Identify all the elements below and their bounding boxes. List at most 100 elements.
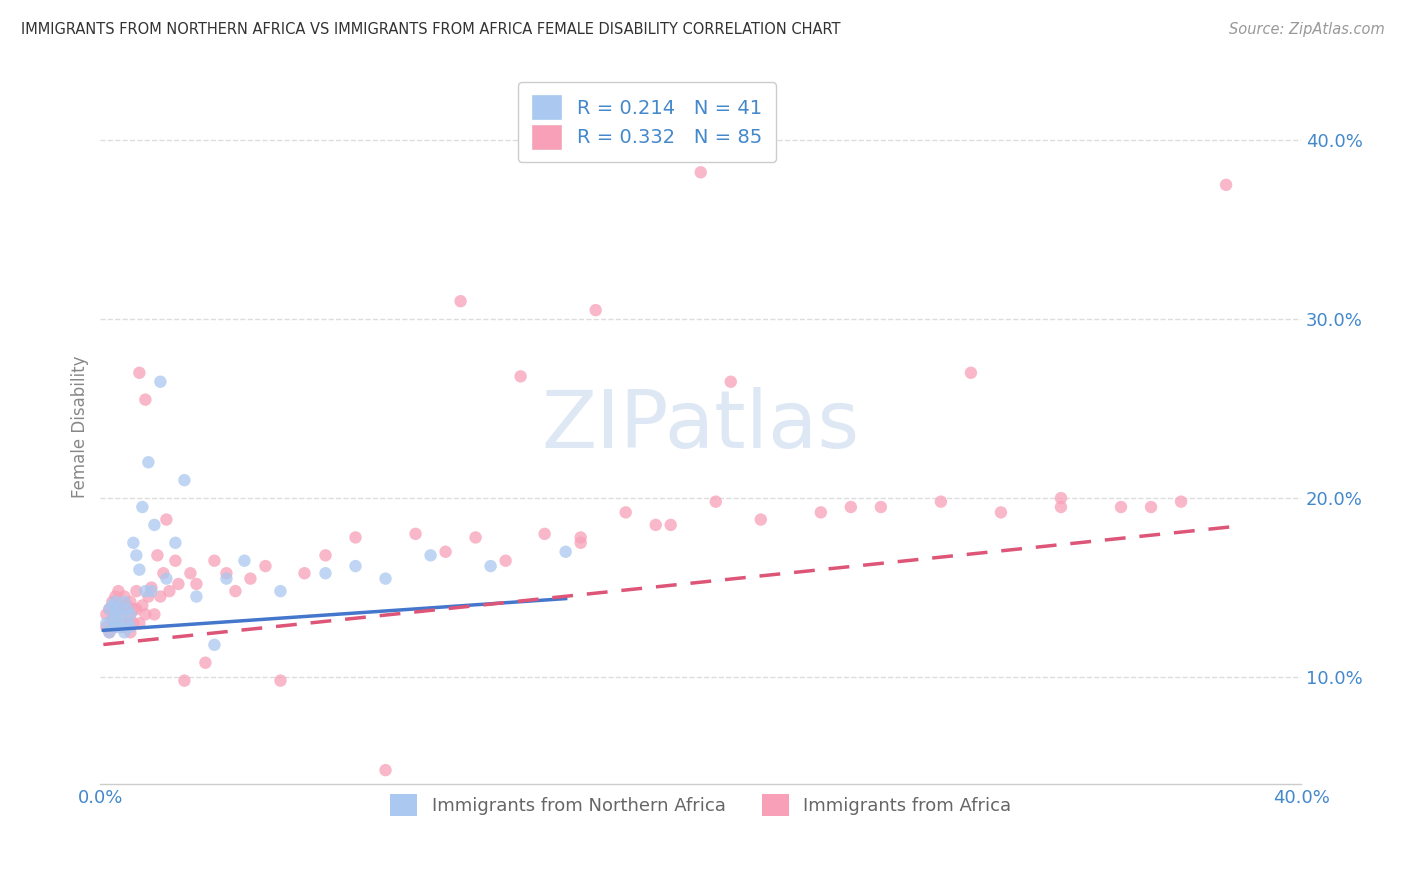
Point xyxy=(131,599,153,613)
Point xyxy=(294,566,316,581)
Point xyxy=(110,620,132,634)
Point xyxy=(173,673,195,688)
Text: ZIPatlas: ZIPatlas xyxy=(541,387,860,466)
Point xyxy=(128,563,150,577)
Point xyxy=(1109,500,1132,514)
Point xyxy=(344,531,367,545)
Point xyxy=(107,616,129,631)
Point xyxy=(450,294,472,309)
Y-axis label: Female Disability: Female Disability xyxy=(72,355,89,498)
Point xyxy=(233,554,256,568)
Point xyxy=(112,620,135,634)
Point xyxy=(98,625,121,640)
Point xyxy=(125,549,148,563)
Point xyxy=(509,369,531,384)
Point xyxy=(152,566,174,581)
Point xyxy=(179,566,201,581)
Point xyxy=(689,165,711,179)
Point xyxy=(155,572,177,586)
Point xyxy=(720,375,742,389)
Point xyxy=(101,613,124,627)
Point xyxy=(98,625,121,640)
Point xyxy=(134,607,156,622)
Point xyxy=(157,584,180,599)
Point xyxy=(186,590,208,604)
Text: Source: ZipAtlas.com: Source: ZipAtlas.com xyxy=(1229,22,1385,37)
Point xyxy=(644,517,666,532)
Point xyxy=(146,549,169,563)
Point xyxy=(929,494,952,508)
Point xyxy=(173,473,195,487)
Point xyxy=(839,500,862,514)
Point xyxy=(585,303,607,318)
Point xyxy=(419,549,441,563)
Point xyxy=(112,599,135,613)
Point xyxy=(1050,491,1073,505)
Point xyxy=(1140,500,1163,514)
Point xyxy=(614,505,637,519)
Point xyxy=(122,602,145,616)
Point xyxy=(204,554,226,568)
Point xyxy=(128,366,150,380)
Point xyxy=(107,602,129,616)
Point xyxy=(374,763,396,777)
Point xyxy=(1170,494,1192,508)
Point xyxy=(131,500,153,514)
Point xyxy=(569,536,592,550)
Point xyxy=(239,572,262,586)
Point xyxy=(269,584,291,599)
Point xyxy=(138,455,160,469)
Point xyxy=(315,566,337,581)
Point xyxy=(269,673,291,688)
Point xyxy=(96,607,118,622)
Point xyxy=(134,584,156,599)
Point xyxy=(141,584,163,599)
Point xyxy=(315,549,337,563)
Point xyxy=(112,595,135,609)
Point xyxy=(533,526,555,541)
Point xyxy=(104,602,127,616)
Point xyxy=(374,572,396,586)
Point xyxy=(141,581,163,595)
Point xyxy=(120,595,142,609)
Point xyxy=(254,559,277,574)
Point xyxy=(215,566,238,581)
Point xyxy=(344,559,367,574)
Point xyxy=(704,494,727,508)
Point xyxy=(120,607,142,622)
Point xyxy=(165,554,187,568)
Point xyxy=(120,625,142,640)
Point xyxy=(112,590,135,604)
Point xyxy=(149,590,172,604)
Point xyxy=(122,616,145,631)
Point xyxy=(143,607,166,622)
Point xyxy=(143,517,166,532)
Point xyxy=(104,607,127,622)
Point xyxy=(128,616,150,631)
Point xyxy=(569,531,592,545)
Point xyxy=(167,577,190,591)
Point xyxy=(165,536,187,550)
Point xyxy=(204,638,226,652)
Point xyxy=(495,554,517,568)
Point xyxy=(112,625,135,640)
Point xyxy=(101,613,124,627)
Point xyxy=(224,584,246,599)
Point xyxy=(215,572,238,586)
Point xyxy=(125,584,148,599)
Point xyxy=(107,584,129,599)
Point xyxy=(117,616,139,631)
Point xyxy=(117,616,139,631)
Point xyxy=(134,392,156,407)
Point xyxy=(104,595,127,609)
Point xyxy=(122,536,145,550)
Point xyxy=(110,602,132,616)
Point xyxy=(749,512,772,526)
Point xyxy=(434,545,457,559)
Point xyxy=(810,505,832,519)
Point xyxy=(125,602,148,616)
Point xyxy=(120,607,142,622)
Point xyxy=(107,602,129,616)
Point xyxy=(117,602,139,616)
Point xyxy=(1215,178,1237,192)
